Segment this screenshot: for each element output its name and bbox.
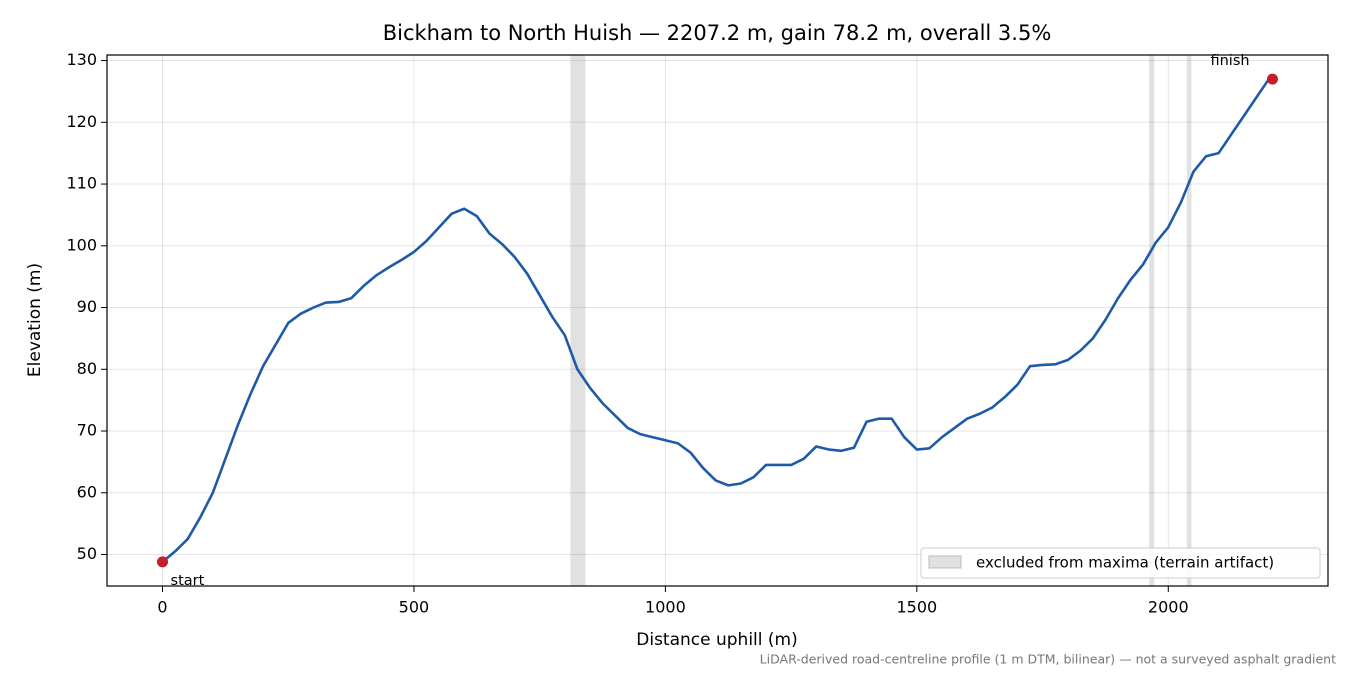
x-tick-label: 0	[157, 598, 167, 617]
chart-title: Bickham to North Huish — 2207.2 m, gain …	[383, 21, 1052, 45]
y-tick-label: 50	[77, 544, 97, 563]
footnote: LiDAR-derived road-centreline profile (1…	[760, 652, 1336, 667]
legend-swatch	[928, 555, 962, 569]
elevation-line	[161, 77, 1273, 563]
legend-box	[920, 547, 1321, 579]
plot-frame	[106, 54, 1329, 587]
x-tick-label: 2000	[1148, 598, 1189, 617]
excluded-span	[1149, 55, 1155, 586]
endpoint-marker	[1266, 73, 1278, 85]
y-tick-label: 80	[77, 359, 97, 378]
y-tick-label: 130	[66, 50, 97, 69]
y-tick-label: 60	[77, 482, 97, 501]
legend: excluded from maxima (terrain artifact)	[920, 547, 1321, 579]
x-tick-label: 500	[399, 598, 430, 617]
x-tick-label: 1000	[645, 598, 686, 617]
y-tick-label: 110	[66, 174, 97, 193]
endpoint-marker	[157, 556, 169, 568]
y-axis-label: Elevation (m)	[25, 263, 45, 377]
endpoint-label: finish	[1210, 53, 1249, 69]
excluded-span	[1186, 55, 1192, 586]
y-tick-label: 100	[66, 235, 97, 254]
x-axis-label: Distance uphill (m)	[636, 630, 797, 650]
y-tick-label: 70	[77, 421, 97, 440]
endpoint-label: start	[171, 573, 205, 589]
legend-label: excluded from maxima (terrain artifact)	[976, 554, 1274, 572]
excluded-span	[570, 55, 586, 586]
y-tick-label: 90	[77, 297, 97, 316]
y-tick-label: 120	[66, 112, 97, 131]
x-tick-label: 1500	[896, 598, 937, 617]
